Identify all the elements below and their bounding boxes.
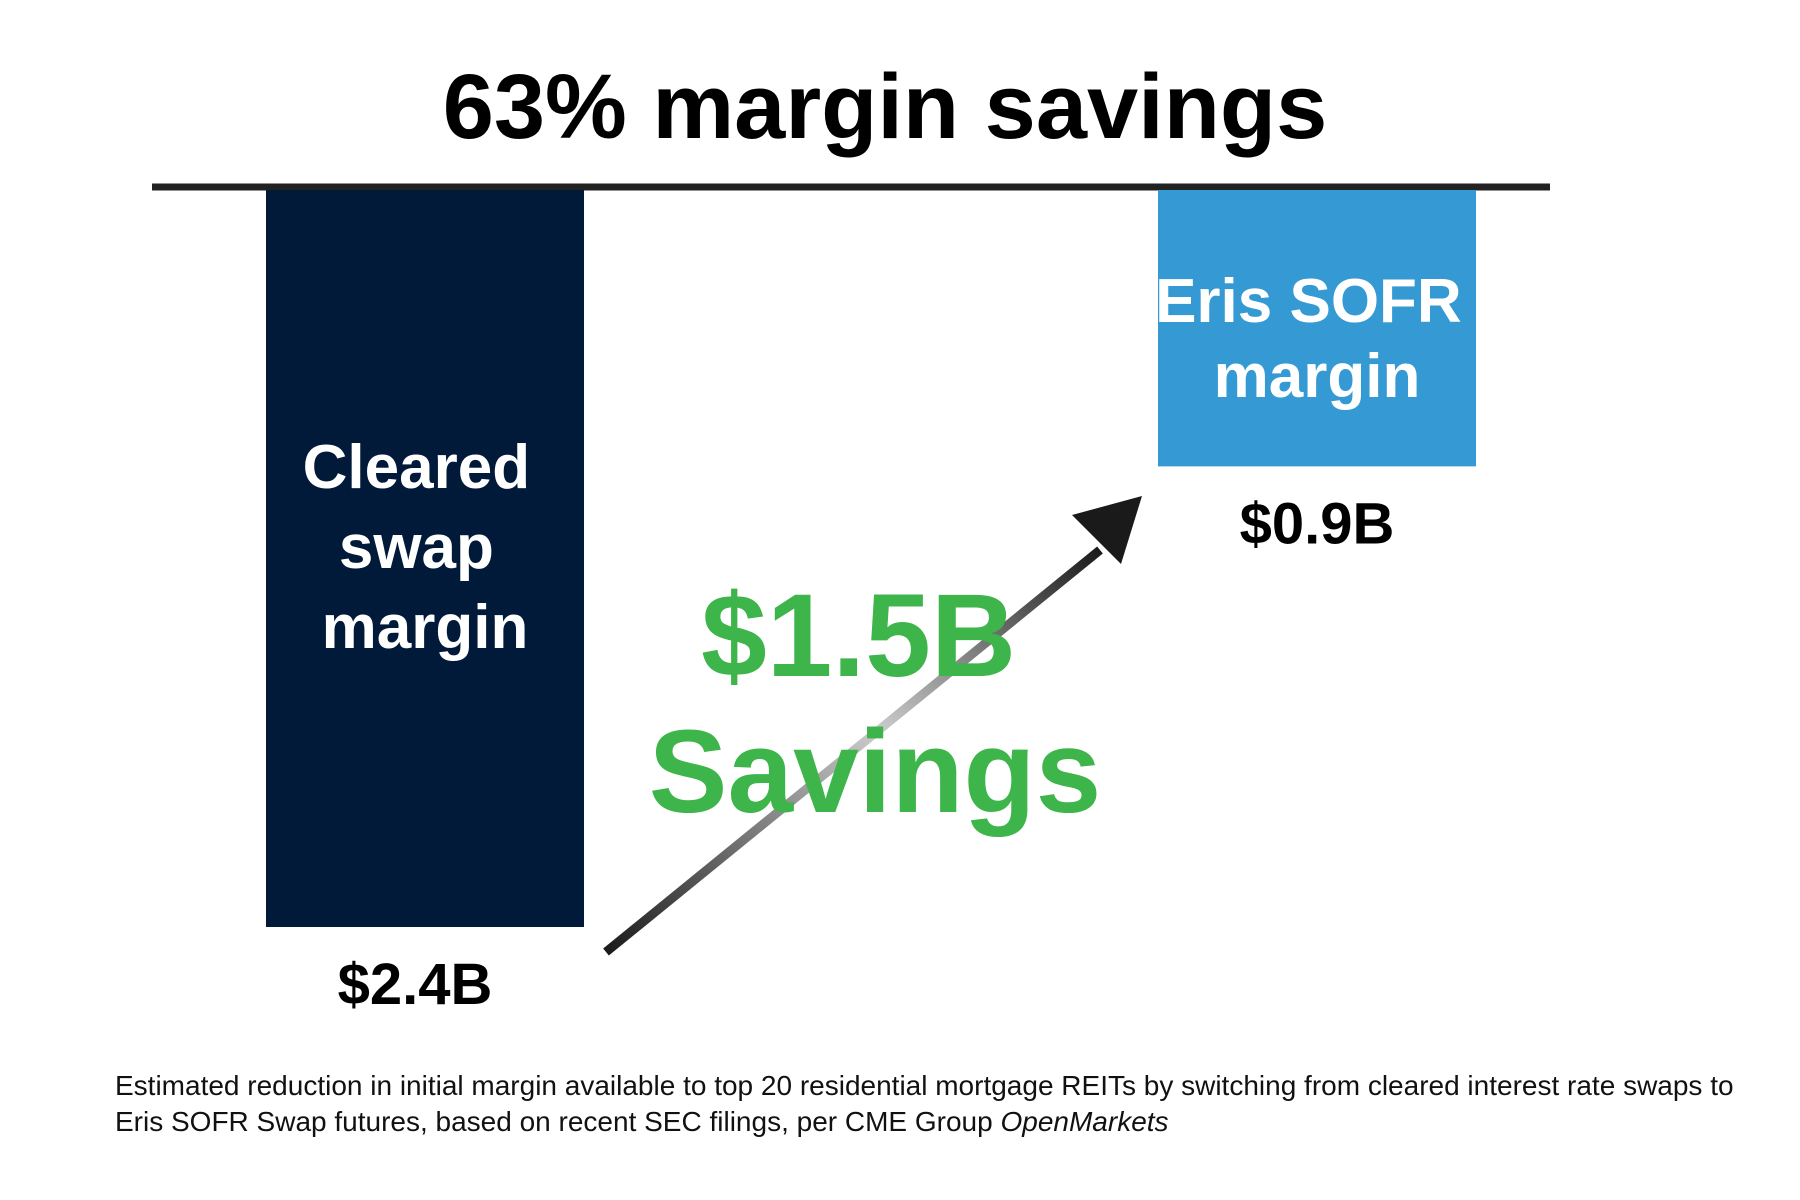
- footnote: Estimated reduction in initial margin av…: [115, 1068, 1755, 1140]
- bar-label-eris-line-2: margin: [1214, 342, 1421, 411]
- bar-label-cleared-line-1: Cleared: [303, 433, 530, 502]
- bar-label-eris-sofr-margin: Eris SOFR margin: [1155, 267, 1479, 411]
- savings-word: Savings: [649, 706, 1102, 838]
- bar-label-cleared-line-3: margin: [322, 593, 529, 662]
- footnote-source: OpenMarkets: [1000, 1106, 1169, 1137]
- bar-label-cleared-swap-margin: Cleared swap margin: [303, 433, 548, 662]
- savings-amount: $1.5B: [701, 570, 1016, 702]
- savings-arrow-head: [1072, 496, 1142, 564]
- bar-eris-sofr-margin: [1158, 190, 1476, 467]
- value-label-cleared: $2.4B: [338, 952, 493, 1017]
- value-label-eris: $0.9B: [1240, 491, 1395, 556]
- bar-label-cleared-line-2: swap: [339, 513, 494, 582]
- bar-cleared-swap-margin: [266, 190, 584, 927]
- chart-title: 63% margin savings: [443, 56, 1328, 158]
- savings-arrow-shaft: [603, 546, 1103, 956]
- footnote-text: Estimated reduction in initial margin av…: [115, 1070, 1734, 1137]
- savings-annotation: $1.5B Savings: [649, 570, 1102, 838]
- bar-label-eris-line-1: Eris SOFR: [1155, 267, 1462, 336]
